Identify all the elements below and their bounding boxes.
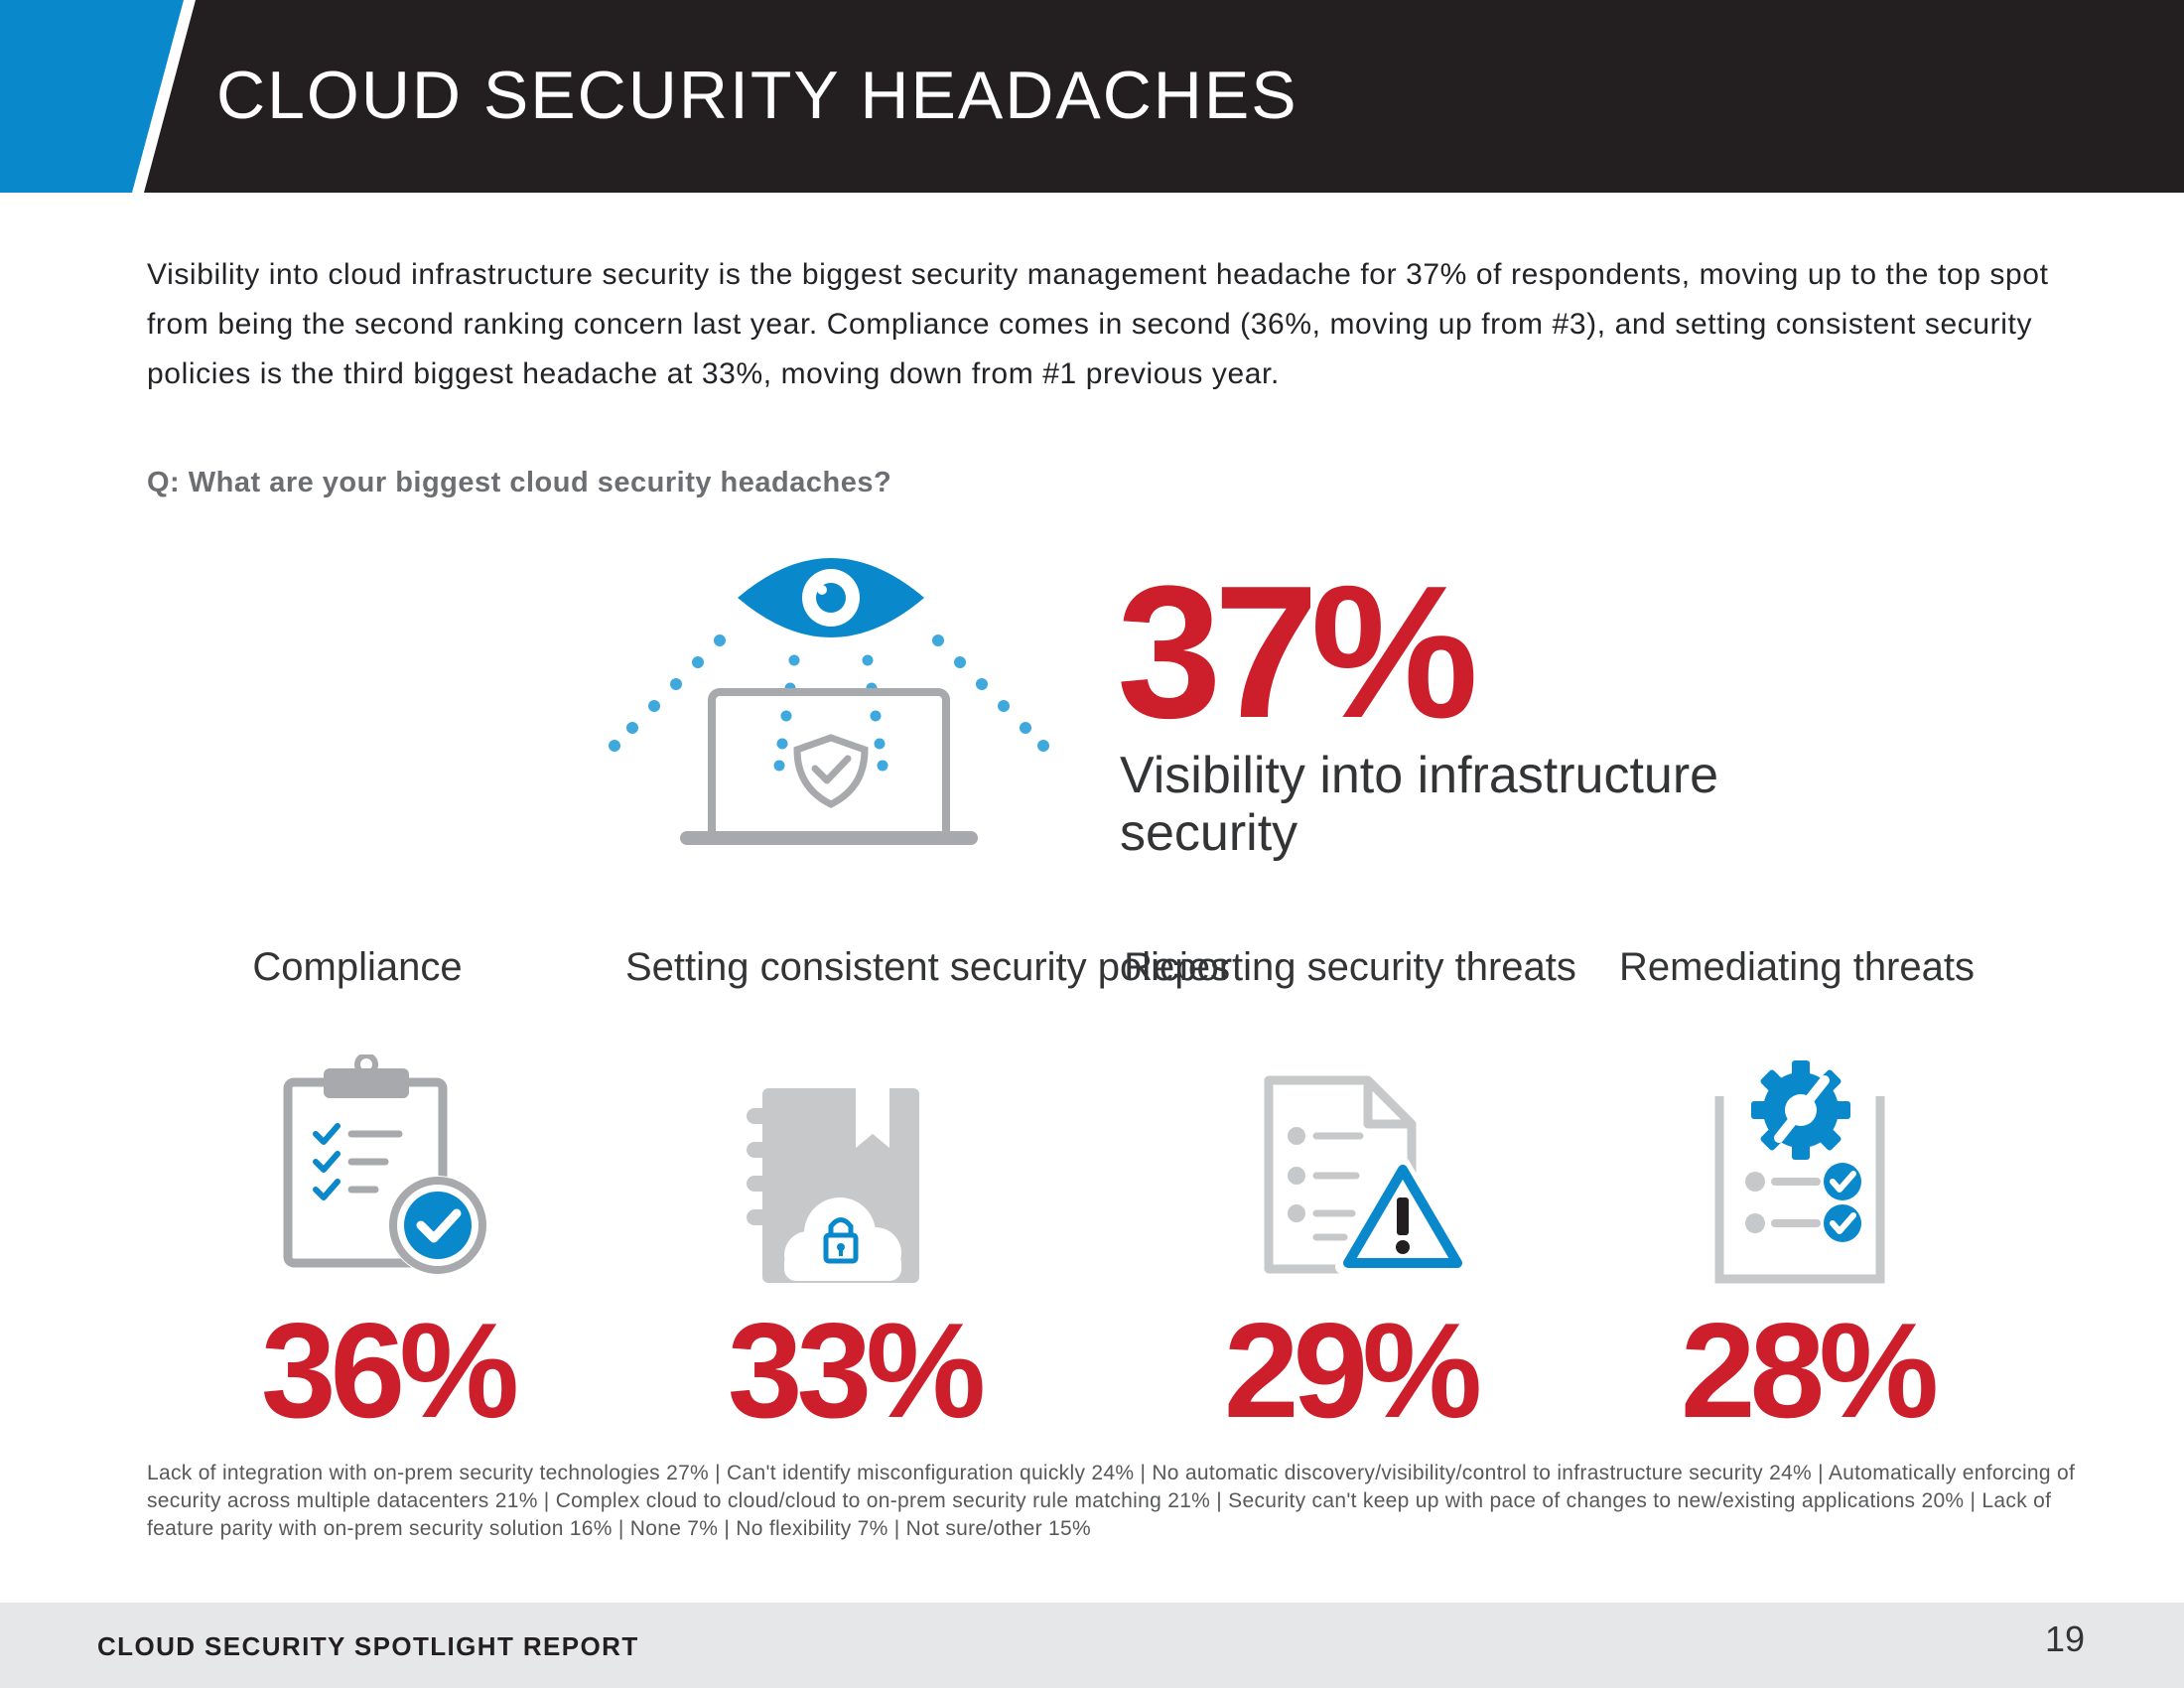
hero-percentage: 37% bbox=[1117, 547, 1478, 758]
category-value-reporting: 29% bbox=[1223, 1295, 1482, 1446]
notebook-cloud-lock-icon bbox=[747, 1088, 919, 1283]
survey-question: Q: What are your biggest cloud security … bbox=[147, 467, 892, 498]
category-label-remediating: Remediating threats bbox=[1619, 945, 1975, 989]
footer-band bbox=[0, 1603, 2184, 1688]
category-value-remediating: 28% bbox=[1680, 1295, 1939, 1446]
eye-laptop-shield-icon bbox=[609, 558, 1049, 845]
document-warning-icon bbox=[1264, 1075, 1469, 1274]
clipboard-check-icon bbox=[283, 1055, 487, 1275]
page-title: CLOUD SECURITY HEADACHES bbox=[216, 58, 1298, 133]
category-label-reporting: Reporting security threats bbox=[1124, 945, 1576, 989]
hero-label: Visibility into infrastructure security bbox=[1120, 747, 1719, 862]
page-header: CLOUD SECURITY HEADACHES bbox=[0, 0, 2184, 193]
category-label-compliance: Compliance bbox=[252, 945, 463, 989]
intro-paragraph: Visibility into cloud infrastructure sec… bbox=[147, 258, 2049, 390]
footer-report-title: CLOUD SECURITY SPOTLIGHT REPORT bbox=[97, 1631, 639, 1661]
category-value-compliance: 36% bbox=[260, 1295, 519, 1446]
clipboard-gear-icon bbox=[1714, 1060, 1885, 1284]
header-background bbox=[0, 0, 2184, 193]
other-responses-footnote: Lack of integration with on-prem securit… bbox=[147, 1462, 2076, 1540]
category-value-policies: 33% bbox=[727, 1295, 986, 1446]
category-label-policies: Setting consistent security policies bbox=[625, 945, 1231, 989]
page-number: 19 bbox=[2044, 1618, 2085, 1659]
